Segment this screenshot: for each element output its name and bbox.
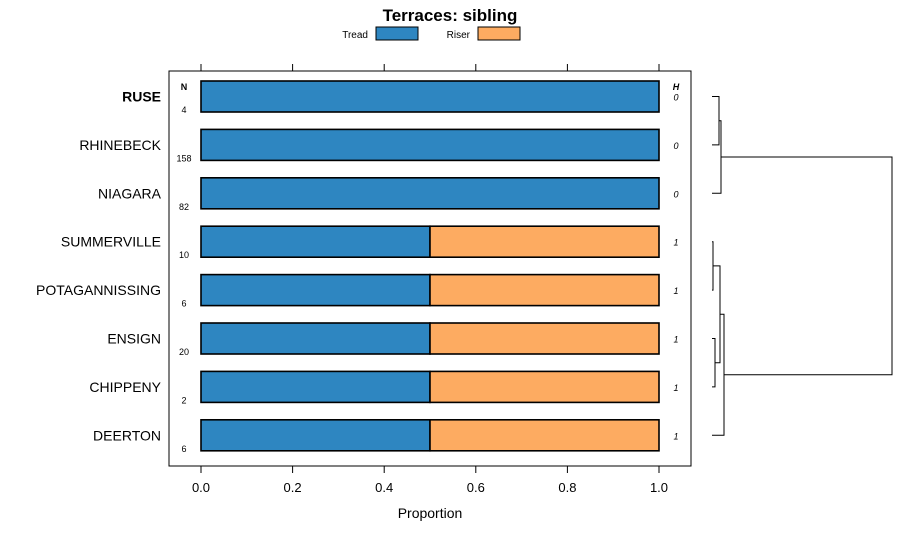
category-label: CHIPPENY: [89, 379, 161, 395]
n-value: 158: [176, 153, 191, 163]
x-tick-label: 0.0: [192, 480, 210, 495]
x-axis-label: Proportion: [398, 505, 463, 521]
bar-riser: [429, 370, 660, 404]
n-header: N: [181, 82, 188, 92]
bar-riser: [429, 273, 660, 307]
bar-tread: [200, 418, 431, 452]
dendrogram-link: [712, 241, 714, 291]
bar-riser: [429, 418, 660, 452]
legend: Tread Riser: [342, 26, 521, 41]
dendrogram-link: [712, 120, 722, 194]
h-value: 0: [673, 93, 678, 103]
n-value: 4: [181, 105, 186, 115]
plot-panel: [168, 70, 692, 467]
bar-riser: [429, 225, 660, 258]
x-tick-label: 0.8: [558, 480, 576, 495]
category-label: DEERTON: [93, 427, 161, 443]
bar-tread: [200, 370, 431, 404]
chart-title: Terraces: sibling: [383, 6, 518, 25]
dendrogram-link: [712, 96, 720, 146]
category-label: RUSE: [122, 89, 161, 105]
h-value: 1: [673, 431, 678, 441]
n-value: 6: [181, 444, 186, 454]
x-tick-label: 0.2: [284, 480, 302, 495]
n-value: 20: [179, 347, 189, 357]
x-tick-label: 0.6: [467, 480, 485, 495]
x-tick-label: 0.4: [375, 480, 393, 495]
h-value: 0: [673, 189, 678, 199]
bar-tread: [200, 80, 660, 113]
bar-riser: [429, 322, 660, 355]
category-label: ENSIGN: [107, 331, 161, 347]
h-value: 1: [673, 335, 678, 345]
h-value: 1: [673, 286, 678, 296]
dendrogram-link: [712, 338, 716, 388]
x-tick-label: 1.0: [650, 480, 668, 495]
h-header: H: [673, 82, 680, 92]
bar-tread: [200, 273, 431, 307]
dendrogram-link: [721, 156, 893, 376]
dendrogram-link: [713, 265, 721, 364]
n-value: 2: [181, 395, 186, 405]
legend-label-tread: Tread: [342, 30, 368, 41]
category-label: SUMMERVILLE: [61, 234, 161, 250]
dendrogram-link: [712, 313, 725, 436]
legend-swatch-riser: [477, 26, 521, 41]
n-value: 10: [179, 250, 189, 260]
bar-tread: [200, 177, 660, 210]
chart-rows: RUSE 4 0 RHINEBECK 158 0 NIAGARA 82 0 SUMMERVILLE…: [36, 80, 679, 454]
x-axis: 0.0 0.2 0.4 0.6 0.8 1.0: [192, 466, 668, 495]
bar-tread: [200, 128, 660, 162]
category-label: NIAGARA: [98, 185, 162, 201]
top-axis-ticks: [200, 64, 660, 71]
n-value: 6: [181, 299, 186, 309]
legend-swatch-tread: [375, 26, 419, 41]
legend-label-riser: Riser: [447, 30, 471, 41]
category-label: POTAGANNISSING: [36, 282, 161, 298]
n-value: 82: [179, 202, 189, 212]
h-value: 1: [673, 383, 678, 393]
h-value: 0: [673, 141, 678, 151]
bar-tread: [200, 322, 431, 355]
bar-tread: [200, 225, 431, 258]
category-label: RHINEBECK: [79, 137, 161, 153]
dendrogram: [712, 96, 893, 436]
h-value: 1: [673, 238, 678, 248]
